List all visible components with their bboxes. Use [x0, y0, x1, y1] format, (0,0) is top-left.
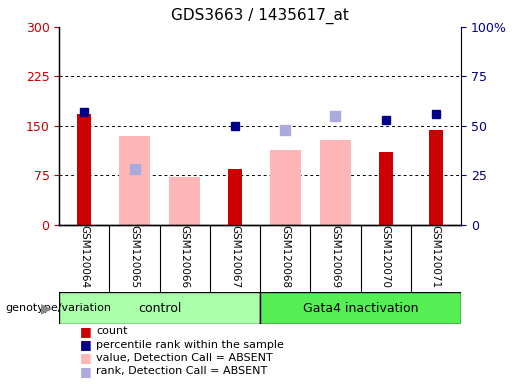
Text: control: control — [138, 302, 181, 314]
Text: genotype/variation: genotype/variation — [5, 303, 111, 313]
Text: count: count — [96, 326, 128, 336]
Text: ■: ■ — [80, 364, 92, 377]
Text: GSM120066: GSM120066 — [180, 225, 190, 288]
Bar — [59, 292, 260, 324]
Text: value, Detection Call = ABSENT: value, Detection Call = ABSENT — [96, 353, 273, 363]
Text: GSM120070: GSM120070 — [381, 225, 390, 288]
Bar — [260, 292, 461, 324]
Bar — [228, 169, 242, 225]
Bar — [270, 150, 301, 225]
Bar — [169, 177, 200, 225]
Title: GDS3663 / 1435617_at: GDS3663 / 1435617_at — [171, 8, 349, 24]
Text: GSM120067: GSM120067 — [230, 225, 240, 288]
Text: percentile rank within the sample: percentile rank within the sample — [96, 339, 284, 349]
Bar — [119, 136, 150, 225]
Text: ■: ■ — [80, 325, 92, 338]
Text: ▶: ▶ — [41, 301, 52, 315]
Bar — [429, 131, 443, 225]
Bar — [320, 140, 351, 225]
Text: rank, Detection Call = ABSENT: rank, Detection Call = ABSENT — [96, 366, 268, 376]
Text: ■: ■ — [80, 351, 92, 364]
Text: ■: ■ — [80, 338, 92, 351]
Text: GSM120069: GSM120069 — [331, 225, 340, 288]
Text: GSM120064: GSM120064 — [79, 225, 89, 288]
Text: GSM120071: GSM120071 — [431, 225, 441, 288]
Bar — [379, 152, 392, 225]
Bar — [77, 114, 91, 225]
Text: Gata4 inactivation: Gata4 inactivation — [303, 302, 418, 314]
Text: GSM120065: GSM120065 — [130, 225, 140, 288]
Text: GSM120068: GSM120068 — [280, 225, 290, 288]
